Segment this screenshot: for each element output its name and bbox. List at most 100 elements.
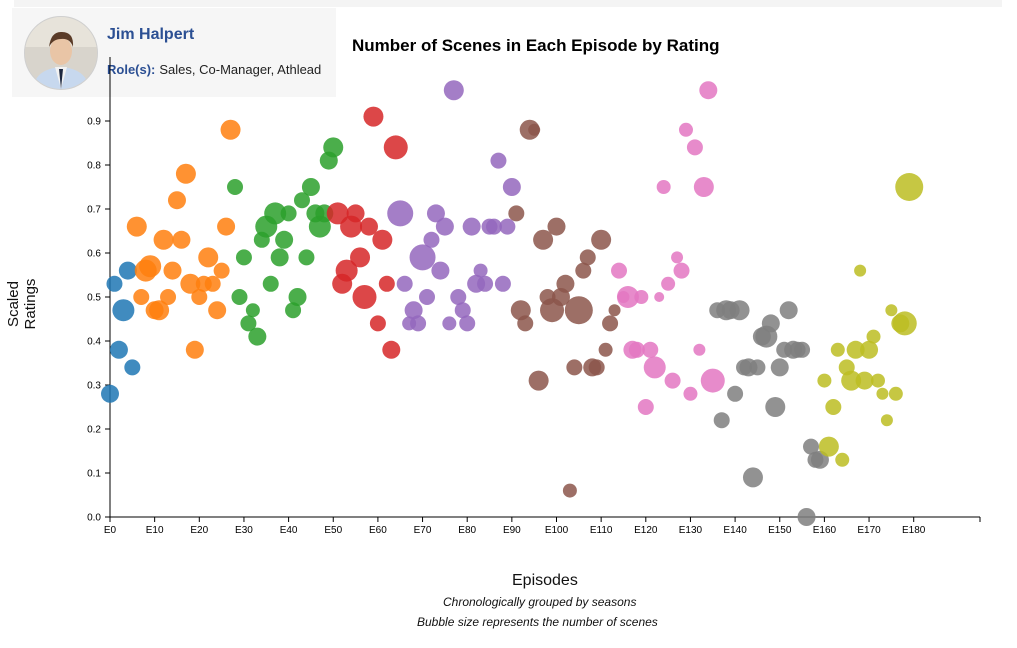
x-tick-label: E140 <box>723 525 747 536</box>
episode-bubble <box>841 370 862 391</box>
chart-note-seasons: Chronologically grouped by seasons <box>443 595 637 609</box>
episode-bubble <box>410 315 427 332</box>
episode-bubble <box>888 386 903 401</box>
y-tick-label: 0.6 <box>87 249 101 260</box>
episode-bubble <box>163 261 182 280</box>
episode-bubble <box>671 251 684 264</box>
episode-bubble <box>235 249 252 266</box>
episode-bubble <box>191 289 208 305</box>
episode-bubble <box>426 204 445 223</box>
x-tick-label: E60 <box>369 525 387 536</box>
top-strip <box>14 0 1002 7</box>
episode-bubble <box>892 311 917 336</box>
episode-bubble <box>423 231 440 248</box>
episode-bubble <box>683 386 698 401</box>
x-tick-label: E170 <box>857 525 881 536</box>
episode-bubble <box>835 452 850 467</box>
x-tick-label: E0 <box>104 525 117 536</box>
episode-bubble <box>124 359 141 376</box>
episode-bubble <box>533 229 554 250</box>
episode-bubble <box>462 217 481 236</box>
episode-bubble <box>280 205 297 222</box>
episode-bubble <box>860 340 879 359</box>
episode-bubble <box>264 202 287 225</box>
episode-bubble <box>112 299 135 322</box>
y-tick-label: 0.3 <box>87 381 101 392</box>
x-tick-label: E120 <box>634 525 658 536</box>
episode-bubble <box>818 436 839 457</box>
episode-bubble <box>713 412 730 429</box>
x-tick-label: E130 <box>679 525 703 536</box>
x-tick-label: E70 <box>414 525 432 536</box>
episode-bubble <box>485 218 502 235</box>
episode-bubble <box>562 483 577 498</box>
episode-bubble <box>262 275 279 292</box>
episode-bubble <box>217 217 236 236</box>
episode-bubble <box>885 304 898 317</box>
episode-bubble <box>699 81 718 100</box>
avatar <box>24 16 98 90</box>
episode-bubble <box>459 315 476 332</box>
episode-bubble <box>749 359 766 376</box>
episode-bubble <box>133 289 150 305</box>
episode-bubble <box>350 247 371 268</box>
episode-bubble <box>404 301 423 320</box>
episode-bubble <box>528 123 541 136</box>
episode-bubble <box>693 177 714 197</box>
x-axis-label: Episodes <box>512 572 578 589</box>
character-profile-card: Jim Halpert Role(s): Sales, Co-Manager, A… <box>12 8 336 97</box>
episode-bubble <box>693 343 706 356</box>
episode-bubble <box>288 288 307 306</box>
episode-bubble <box>564 296 593 325</box>
x-tick-label: E50 <box>324 525 342 536</box>
episode-bubble <box>293 192 310 209</box>
episode-bubble <box>855 371 874 390</box>
y-tick-label: 0.7 <box>87 205 101 216</box>
episode-bubble <box>106 275 123 292</box>
episode-bubble <box>700 368 725 393</box>
episode-bubble <box>547 217 566 236</box>
episode-bubble <box>686 139 703 156</box>
episode-bubble <box>198 247 219 268</box>
episode-bubble <box>616 286 639 308</box>
episode-bubble <box>502 178 521 196</box>
episode-bubble <box>477 275 494 292</box>
episode-bubble <box>510 300 531 321</box>
y-tick-label: 0.4 <box>87 337 101 348</box>
episode-bubble <box>383 135 408 160</box>
episode-bubble <box>101 384 119 403</box>
episode-bubble <box>637 399 654 415</box>
episode-bubble <box>126 216 147 237</box>
episode-bubble <box>363 106 384 127</box>
episode-bubble <box>566 359 583 376</box>
episode-bubble <box>490 152 507 169</box>
episode-bubble <box>431 261 450 280</box>
episode-bubble <box>556 274 575 293</box>
episode-bubble <box>654 292 665 302</box>
episode-bubble <box>761 314 780 333</box>
episode-bubble <box>335 259 358 282</box>
episode-bubble <box>729 300 750 321</box>
x-tick-label: E30 <box>235 525 253 536</box>
episode-bubble <box>598 342 613 357</box>
y-tick-label: 0.8 <box>87 161 101 172</box>
character-name: Jim Halpert <box>107 26 195 43</box>
episode-bubble <box>443 80 464 101</box>
episode-bubble <box>285 302 302 319</box>
episode-bubble <box>895 173 924 201</box>
x-tick-label: E80 <box>458 525 476 536</box>
episode-bubble <box>656 180 671 194</box>
episode-bubble <box>378 275 395 292</box>
episode-bubble <box>608 304 621 317</box>
episode-bubble <box>172 230 191 249</box>
episode-bubble <box>643 356 666 379</box>
episode-bubble <box>175 163 196 184</box>
episode-bubble <box>139 255 162 278</box>
y-tick-label: 0.2 <box>87 425 101 436</box>
episode-bubble <box>185 340 204 359</box>
x-tick-label: E100 <box>545 525 569 536</box>
episode-bubble <box>450 289 467 305</box>
y-tick-label: 0.5 <box>87 293 101 304</box>
episode-bubble <box>678 122 693 137</box>
episode-bubble <box>854 264 867 277</box>
